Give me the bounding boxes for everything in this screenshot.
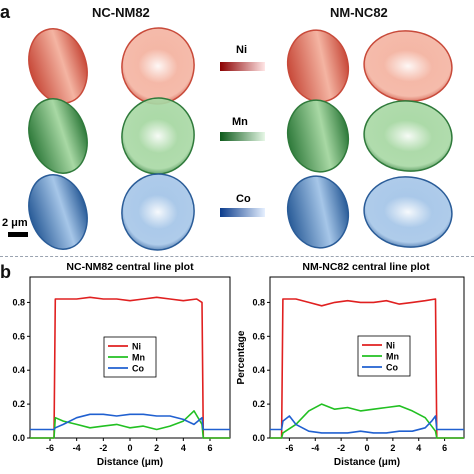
- y-tick-label: 0.8: [12, 297, 25, 307]
- co-map-nc-nm82-side: [28, 174, 88, 250]
- mn-map-highlight: [383, 120, 433, 152]
- ni-map-highlight: [383, 50, 433, 82]
- legend-label-ni: Ni: [386, 341, 395, 351]
- panel-separator: [0, 256, 474, 257]
- sample-title-right: NM-NC82: [330, 5, 388, 20]
- y-axis-label: Percentage: [236, 330, 247, 384]
- x-axis-label: Distance (μm): [334, 457, 400, 468]
- co-color-scale-bar: [220, 208, 265, 217]
- x-tick-label: 2: [154, 443, 159, 453]
- scale-bar-label: 2 μm: [2, 217, 28, 229]
- y-tick-label: 0.6: [12, 331, 25, 341]
- ni-map-highlight: [138, 48, 178, 84]
- mn-map-highlight: [138, 118, 178, 154]
- co-map-highlight: [138, 194, 178, 230]
- y-tick-label: 0.6: [252, 331, 265, 341]
- series-line-ni: [30, 296, 230, 439]
- y-tick-label: 0.4: [12, 365, 25, 375]
- x-tick-label: 2: [390, 443, 395, 453]
- panel-a-letter: a: [0, 2, 11, 22]
- legend-label-mn: Mn: [386, 352, 399, 362]
- legend-label-mn: Mn: [132, 353, 145, 363]
- x-tick-label: -4: [311, 443, 319, 453]
- y-tick-label: 0.0: [252, 433, 265, 443]
- chart-title-right: NM-NC82 central line plot: [302, 261, 430, 273]
- x-tick-label: -6: [46, 443, 54, 453]
- x-tick-label: 0: [364, 443, 369, 453]
- legend-box: [357, 335, 411, 377]
- series-line-co: [270, 415, 464, 434]
- x-tick-label: -2: [337, 443, 345, 453]
- x-tick-label: 6: [442, 443, 447, 453]
- y-tick-label: 0.8: [252, 297, 265, 307]
- legend-label-ni: Ni: [132, 342, 141, 352]
- element-label-ni: Ni: [236, 44, 247, 56]
- series-line-co: [30, 413, 230, 431]
- mn-map-nm-nc82-side: [286, 99, 350, 173]
- sample-title-left: NC-NM82: [92, 5, 150, 20]
- mn-map-nc-nm82-side: [28, 98, 88, 174]
- x-tick-label: -2: [99, 443, 107, 453]
- x-tick-label: -4: [73, 443, 81, 453]
- panel-b-letter: b: [0, 262, 11, 282]
- element-label-mn: Mn: [232, 116, 248, 128]
- x-tick-label: 0: [127, 443, 132, 453]
- series-line-mn: [270, 403, 464, 439]
- mn-color-scale-bar: [220, 132, 265, 141]
- co-map-nm-nc82-side: [286, 175, 350, 249]
- series-line-mn: [30, 410, 230, 439]
- legend-label-co: Co: [386, 363, 398, 373]
- x-tick-label: 4: [181, 443, 186, 453]
- y-tick-label: 0.0: [12, 433, 25, 443]
- x-axis-label: Distance (μm): [97, 457, 163, 468]
- y-tick-label: 0.4: [252, 365, 265, 375]
- legend-label-co: Co: [132, 364, 144, 374]
- ni-color-scale-bar: [220, 62, 265, 71]
- series-line-ni: [270, 298, 464, 439]
- y-tick-label: 0.2: [12, 399, 25, 409]
- x-tick-label: 4: [416, 443, 421, 453]
- elemental-maps: [28, 27, 453, 251]
- element-label-co: Co: [236, 193, 251, 205]
- co-map-highlight: [383, 196, 433, 228]
- x-tick-label: -6: [285, 443, 293, 453]
- scale-bar: [8, 232, 28, 237]
- x-tick-label: 6: [207, 443, 212, 453]
- ni-map-nc-nm82-side: [28, 28, 88, 104]
- chart-title-left: NC-NM82 central line plot: [66, 261, 194, 273]
- y-tick-label: 0.2: [252, 399, 265, 409]
